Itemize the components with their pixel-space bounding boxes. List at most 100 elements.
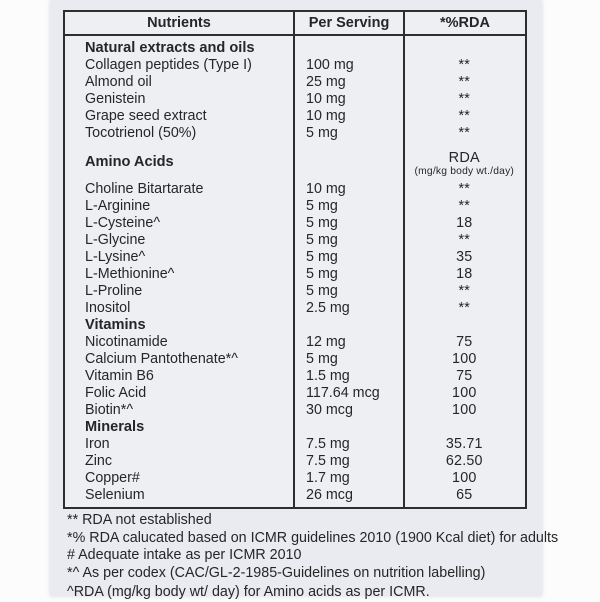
nutrient-name-cell: Iron	[85, 435, 110, 452]
nutrient-name-cell: Copper#	[85, 469, 140, 486]
table-row: Inositol 2.5 mg **	[65, 299, 525, 316]
rda-cell: 75	[456, 367, 473, 384]
table-row: Copper# 1.7 mg 100	[65, 469, 525, 486]
nutrient-name-cell: Folic Acid	[85, 384, 147, 401]
per-serving-cell: 5 mg	[306, 197, 338, 214]
per-serving-cell: 7.5 mg	[306, 452, 350, 469]
rda-subheader-unit: (mg/kg body wt./day)	[414, 166, 515, 177]
per-serving-cell: 5 mg	[306, 350, 338, 367]
per-serving-cell: 26 mcg	[306, 486, 353, 503]
nutrient-name-cell: L-Methionine^	[85, 265, 175, 282]
table-row: L-Arginine 5 mg **	[65, 197, 525, 214]
footnote-line: *^ As per codex (CAC/GL-2-1985-Guideline…	[67, 564, 486, 581]
col-header-per-serving: Per Serving	[295, 12, 405, 34]
per-serving-cell: 10 mg	[306, 90, 346, 107]
per-serving-cell: 7.5 mg	[306, 435, 350, 452]
column-divider-1	[293, 36, 295, 507]
rda-cell: **	[458, 124, 471, 141]
footnote-line: ^RDA (mg/kg body wt/ day) for Amino acid…	[67, 584, 430, 601]
rda-cell: 35	[456, 248, 473, 265]
table-row: L-Proline 5 mg **	[65, 282, 525, 299]
rda-cell: 100	[452, 350, 477, 367]
per-serving-cell: 5 mg	[306, 214, 338, 231]
nutrient-name-cell: Almond oil	[85, 73, 152, 90]
rda-cell: 62.50	[445, 452, 483, 469]
rda-cell: **	[458, 107, 471, 124]
table-header-row: Nutrients Per Serving *%RDA	[65, 12, 525, 36]
per-serving-cell: 5 mg	[306, 124, 338, 141]
rda-cell: **	[458, 56, 471, 73]
nutrient-name-cell: Calcium Pantothenate*^	[85, 350, 238, 367]
table-row: Grape seed extract 10 mg **	[65, 107, 525, 124]
rda-cell: **	[458, 73, 471, 90]
section-title: Amino Acids	[85, 154, 174, 170]
nutrient-name-cell: Selenium	[85, 486, 145, 503]
table-row: Collagen peptides (Type I) 100 mg **	[65, 56, 525, 73]
footnote-line: ** RDA not established	[67, 512, 212, 528]
rda-cell: 100	[452, 469, 477, 486]
table-row: Iron 7.5 mg 35.71	[65, 435, 525, 452]
col-header-rda: *%RDA	[440, 15, 490, 31]
rda-cell: 100	[452, 401, 477, 418]
rda-cell: 65	[456, 486, 473, 503]
rda-cell: 100	[452, 384, 477, 401]
per-serving-cell: 100 mg	[306, 56, 354, 73]
table-row: Tocotrienol (50%) 5 mg **	[65, 124, 525, 141]
rda-cell: **	[458, 231, 471, 248]
table-row: Almond oil 25 mg **	[65, 73, 525, 90]
per-serving-cell: 2.5 mg	[306, 299, 350, 316]
nutrient-name-cell: L-Arginine	[85, 197, 151, 214]
nutrient-name-cell: L-Glycine	[85, 231, 146, 248]
rda-cell: **	[458, 282, 471, 299]
table-row: Biotin*^ 30 mcg 100	[65, 401, 525, 418]
nutrient-name-cell: Grape seed extract	[85, 107, 207, 124]
per-serving-cell: 5 mg	[306, 248, 338, 265]
section-title-row: Amino Acids RDA (mg/kg body wt./day)	[65, 147, 525, 180]
col-header-nutrients: Nutrients	[65, 12, 295, 34]
table-row: Zinc 7.5 mg 62.50	[65, 452, 525, 469]
rda-cell: 18	[456, 265, 473, 282]
per-serving-cell: 1.7 mg	[306, 469, 350, 486]
footnotes: ** RDA not established *% RDA calucated b…	[67, 512, 559, 602]
nutrition-table: Nutrients Per Serving *%RDA Natural extr…	[63, 10, 527, 509]
nutrition-label: Nutrients Per Serving *%RDA Natural extr…	[50, 0, 558, 600]
rda-cell: RDA (mg/kg body wt./day)	[404, 147, 525, 177]
nutrient-name-cell: Genistein	[85, 90, 146, 107]
nutrient-name-cell: Collagen peptides (Type I)	[85, 56, 252, 73]
rda-cell: 75	[456, 333, 473, 350]
table-row: L-Lysine^ 5 mg 35	[65, 248, 525, 265]
table-row: Folic Acid 117.64 mcg 100	[65, 384, 525, 401]
nutrient-name-cell: Vitamin B6	[85, 367, 154, 384]
table-row: L-Methionine^ 5 mg 18	[65, 265, 525, 282]
per-serving-cell: 117.64 mcg	[306, 384, 380, 401]
rda-cell: 35.71	[445, 435, 483, 452]
nutrient-name-cell: Inositol	[85, 299, 131, 316]
table-row: Choline Bitartarate 10 mg **	[65, 180, 525, 197]
section-title-row: Natural extracts and oils	[65, 39, 525, 56]
nutrient-name-cell: Choline Bitartarate	[85, 180, 204, 197]
per-serving-cell: 10 mg	[306, 180, 346, 197]
section-title: Natural extracts and oils	[85, 39, 255, 56]
section-title: Minerals	[85, 418, 145, 435]
nutrient-name-cell: Tocotrienol (50%)	[85, 124, 197, 141]
nutrient-name-cell: Zinc	[85, 452, 113, 469]
rda-cell: 18	[456, 214, 473, 231]
footnote-line: *% RDA calucated based on ICMR guideline…	[67, 529, 559, 546]
nutrient-name-cell: L-Cysteine^	[85, 214, 161, 231]
rda-subheader-title: RDA	[448, 150, 480, 166]
rda-cell: **	[458, 197, 471, 214]
per-serving-cell: 5 mg	[306, 282, 338, 299]
table-row: Nicotinamide 12 mg 75	[65, 333, 525, 350]
column-divider-2	[403, 36, 405, 507]
footnote-line: # Adequate intake as per ICMR 2010	[67, 547, 302, 564]
section-title-row: Minerals	[65, 418, 525, 435]
nutrient-name-cell: L-Proline	[85, 282, 143, 299]
per-serving-cell: 1.5 mg	[306, 367, 350, 384]
section-title-row: Vitamins	[65, 316, 525, 333]
table-row: L-Cysteine^ 5 mg 18	[65, 214, 525, 231]
section-title: Vitamins	[85, 316, 146, 333]
table-row: Vitamin B6 1.5 mg 75	[65, 367, 525, 384]
per-serving-cell: 5 mg	[306, 265, 338, 282]
per-serving-cell: 25 mg	[306, 73, 346, 90]
table-row: Genistein 10 mg **	[65, 90, 525, 107]
